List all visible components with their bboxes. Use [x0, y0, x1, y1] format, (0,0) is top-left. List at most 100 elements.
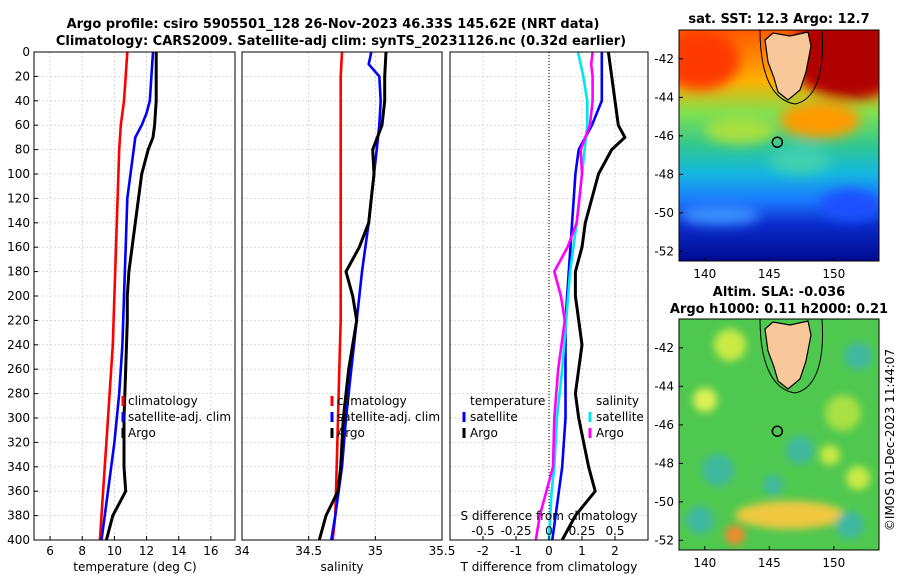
sla-map-title-line1: Altim. SLA: -0.036 [713, 285, 845, 300]
s-x-tick-label: -0.5 [471, 524, 494, 538]
figure-title-line1: Argo profile: csiro 5905501_128 26-Nov-2… [67, 17, 600, 32]
salinity-series [317, 52, 388, 540]
y-tick-label: 400 [7, 533, 30, 547]
salinity-legend: climatology satellite-adj. clim Argo [330, 394, 440, 440]
legend-salinity-title: salinity [596, 394, 639, 408]
x-tick-label: 34 [234, 544, 249, 558]
y-tick-label: 0 [22, 45, 30, 59]
legend-climatology-label: climatology [337, 394, 407, 408]
x-tick-label: 35.5 [429, 544, 456, 558]
sla-map-lat-ticks: -42 -44 -46 -48 -50 -52 [654, 341, 683, 547]
series-line-t-argo [560, 52, 627, 540]
legend-t-satellite-label: satellite [470, 410, 518, 424]
lat-tick-label: -44 [654, 90, 674, 104]
t-difference-x-label: T difference from climatology [460, 560, 638, 574]
argo-float-marker [771, 136, 784, 148]
x-tick-label: 8 [78, 544, 86, 558]
y-tick-label: 140 [7, 216, 30, 230]
lon-tick-label: 150 [822, 267, 845, 281]
shelf-contour [759, 319, 824, 394]
s-x-tick-label: 0.25 [569, 524, 596, 538]
y-tick-label: 40 [15, 94, 30, 108]
shelf-contour [759, 30, 824, 105]
lat-tick-label: -52 [654, 244, 674, 258]
lat-tick-label: -48 [654, 456, 674, 470]
sla-map: 140 145 150 -42 -44 -46 -48 -50 -52 [654, 318, 880, 570]
y-tick-label: 180 [7, 265, 30, 279]
salinity-panel: 34 34.5 35 35.5 salinity climatology satell… [234, 51, 455, 574]
imos-credit: ©IMOS 01-Dec-2023 11:44:07 [883, 349, 897, 531]
series-line-s-satellite [547, 52, 589, 540]
x-tick-label: 10 [107, 544, 122, 558]
series-line-argo [104, 52, 158, 540]
legend-satellite-label: satellite-adj. clim [128, 410, 231, 424]
legend-argo-label: Argo [337, 426, 365, 440]
lat-tick-label: -50 [654, 495, 674, 509]
series-line-satellite-adj-clim [100, 52, 155, 540]
lon-tick-label: 145 [758, 267, 781, 281]
salinity-axes-frame [241, 51, 443, 541]
lon-tick-label: 140 [693, 556, 716, 570]
lat-tick-label: -46 [654, 418, 674, 432]
temperature-legend: climatology satellite-adj. clim Argo [121, 394, 231, 440]
lat-tick-label: -42 [654, 341, 674, 355]
temperature-panel: 6 8 10 12 14 16 0 20 40 60 80 100 120 140 160 180 200 22… [7, 45, 236, 574]
y-tick-label: 100 [7, 167, 30, 181]
s-x-tick-label: 0 [545, 524, 553, 538]
sla-map-lon-ticks: 140 145 150 [693, 546, 845, 570]
s-x-tick-label: -0.25 [500, 524, 531, 538]
sst-field-texture [679, 30, 879, 225]
y-tick-label: 260 [7, 362, 30, 376]
sst-map-title: sat. SST: 12.3 Argo: 12.7 [688, 12, 869, 27]
y-tick-label: 160 [7, 240, 30, 254]
series-line-climatology [98, 52, 129, 540]
legend-argo-label: Argo [128, 426, 156, 440]
x-tick-label: 12 [139, 544, 154, 558]
x-tick-label: -1 [510, 544, 522, 558]
lat-tick-label: -46 [654, 129, 674, 143]
t-difference-x-ticks: -2 -1 0 1 2 [477, 536, 619, 558]
y-tick-label: 220 [7, 313, 30, 327]
temperature-series [98, 52, 158, 540]
s-difference-x-ticks: -0.5 -0.25 0 0.25 0.5 [471, 524, 624, 538]
tasmania-landmass [764, 31, 812, 101]
x-tick-label: 16 [203, 544, 218, 558]
legend-s-satellite-label: satellite [596, 410, 644, 424]
figure-title-line2: Climatology: CARS2009. Satellite-adj cli… [56, 34, 626, 49]
lat-tick-label: -42 [654, 52, 674, 66]
x-tick-label: -2 [477, 544, 489, 558]
x-tick-label: 34.5 [295, 544, 322, 558]
sst-map-frame [678, 29, 880, 262]
y-tick-label: 320 [7, 435, 30, 449]
salinity-x-ticks: 34 34.5 35 35.5 [234, 536, 455, 558]
difference-panel: -2 -1 0 1 2 -0.5 -0.25 0 0.25 0.5 S difference f… [449, 51, 649, 574]
y-tick-label: 340 [7, 460, 30, 474]
sla-field-texture [686, 329, 872, 545]
y-tick-label: 80 [15, 143, 30, 157]
y-tick-label: 200 [7, 289, 30, 303]
temperature-x-label: temperature (deg C) [73, 560, 196, 574]
series-line-s-argo [534, 52, 594, 540]
argo-float-marker [771, 425, 784, 437]
y-tick-label: 60 [15, 118, 30, 132]
difference-legend: temperature satellite Argo salinity sate… [462, 394, 644, 440]
sst-map-lon-ticks: 140 145 150 [693, 257, 845, 281]
x-tick-label: 0 [545, 544, 553, 558]
x-tick-label: 14 [171, 544, 186, 558]
s-x-tick-label: 0.5 [605, 524, 624, 538]
y-tick-label: 20 [15, 69, 30, 83]
s-difference-x-label: S difference from climatology [461, 509, 638, 523]
sst-map-lat-ticks: -42 -44 -46 -48 -50 -52 [654, 52, 683, 258]
temperature-grid [34, 51, 235, 541]
legend-s-argo-label: Argo [596, 426, 624, 440]
tasmania-landmass [764, 320, 812, 390]
sla-map-title-line2: Argo h1000: 0.11 h2000: 0.21 [670, 302, 888, 317]
x-tick-label: 6 [46, 544, 54, 558]
lon-tick-label: 145 [758, 556, 781, 570]
difference-series [534, 52, 627, 540]
temperature-x-ticks: 6 8 10 12 14 16 [46, 536, 219, 558]
y-tick-label: 380 [7, 509, 30, 523]
y-tick-label: 240 [7, 338, 30, 352]
lat-tick-label: -48 [654, 167, 674, 181]
salinity-x-label: salinity [320, 560, 363, 574]
